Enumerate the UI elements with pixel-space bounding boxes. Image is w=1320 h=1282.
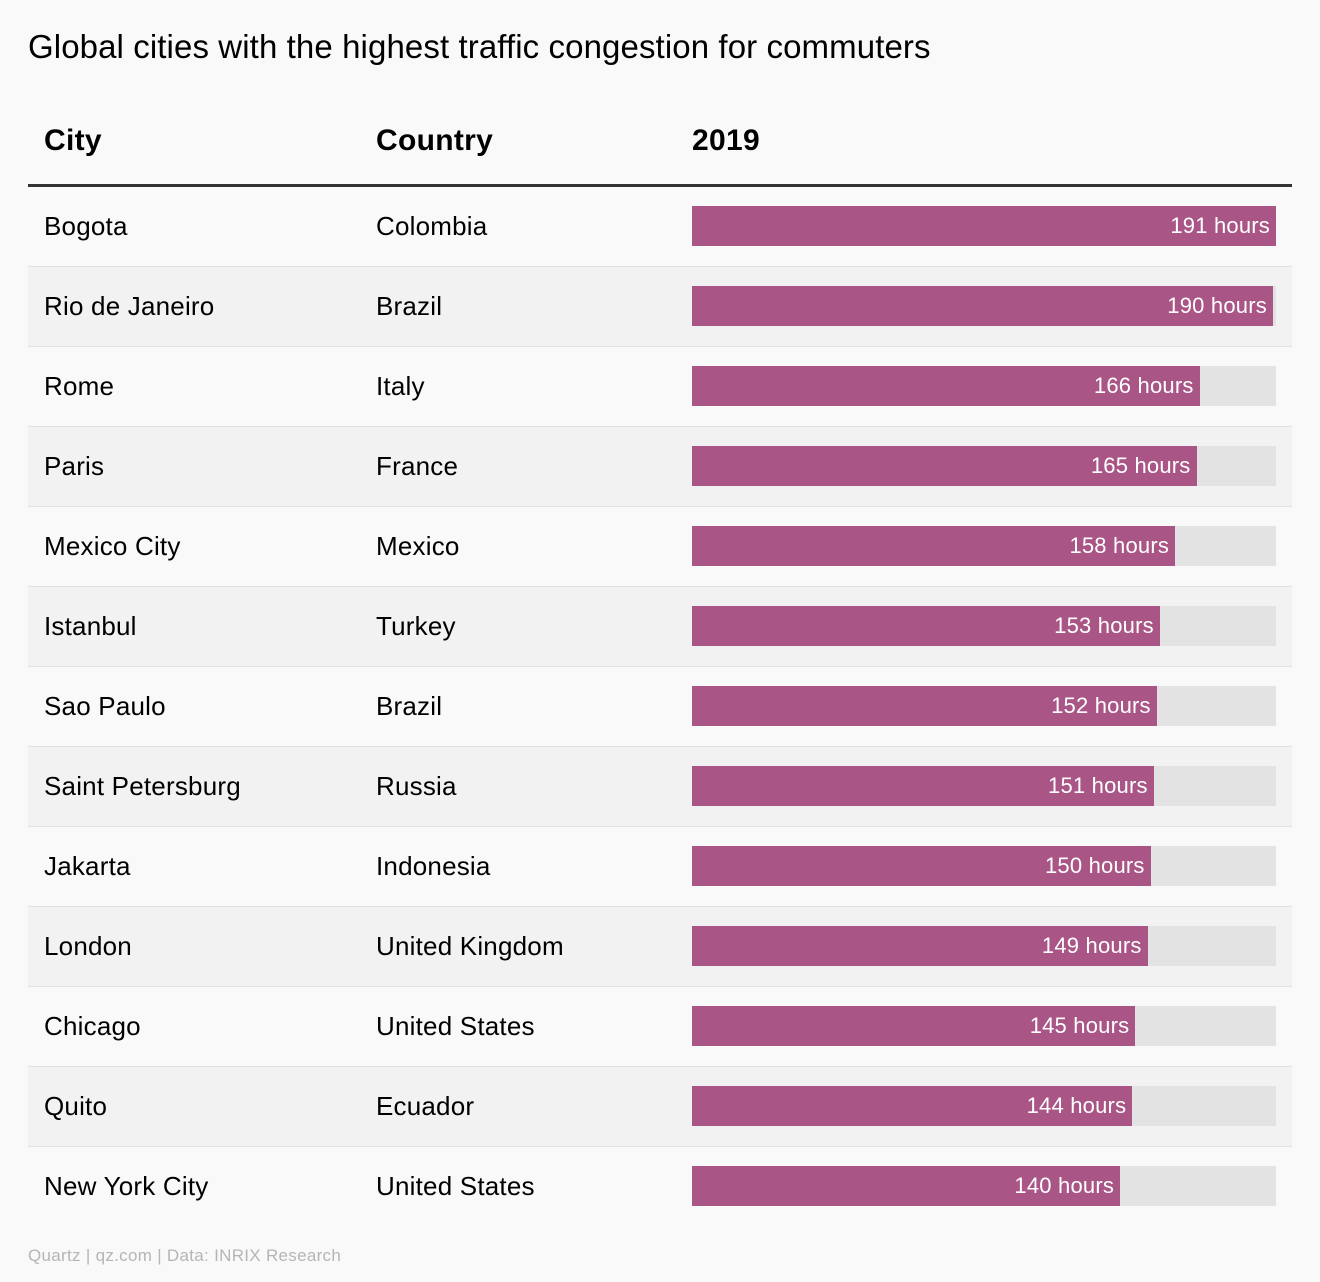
table-row: London United Kingdom 149 hours [28,907,1292,987]
country-cell: Colombia [376,211,488,241]
hours-bar: 140 hours [692,1166,1121,1206]
hours-bar: 149 hours [692,926,1148,966]
bar-value-label: 150 hours [1044,853,1145,878]
city-cell: Jakarta [44,851,131,881]
bar-track: 190 hours [692,286,1276,326]
bar-track: 158 hours [692,526,1276,566]
bar-track: 152 hours [692,686,1276,726]
country-cell: Italy [376,371,425,401]
hours-bar: 153 hours [692,606,1160,646]
city-cell: Rome [44,371,115,401]
country-cell: Mexico [376,531,460,561]
bar-track: 150 hours [692,846,1276,886]
table-row: Chicago United States 145 hours [28,987,1292,1067]
table-body: Bogota Colombia 191 hours Rio de Janeiro Bra… [28,187,1292,1226]
bar-value-label: 140 hours [1014,1173,1115,1198]
country-cell: Indonesia [376,851,491,881]
table-row: Mexico City Mexico 158 hours [28,507,1292,587]
table-row: Bogota Colombia 191 hours [28,187,1292,267]
table-row: Saint Petersburg Russia 151 hours [28,747,1292,827]
table-row: Rome Italy 166 hours [28,347,1292,427]
bar-value-label: 165 hours [1090,453,1191,478]
country-cell: United States [376,1011,535,1041]
city-cell: Bogota [44,211,128,241]
country-cell: Ecuador [376,1091,475,1121]
bar-value-label: 158 hours [1069,533,1170,558]
hours-bar: 144 hours [692,1086,1133,1126]
table-row: Jakarta Indonesia 150 hours [28,827,1292,907]
table-row: Rio de Janeiro Brazil 190 hours [28,267,1292,347]
country-cell: United Kingdom [376,931,564,961]
country-cell: Brazil [376,691,443,721]
bar-track: 140 hours [692,1166,1276,1206]
bar-value-label: 191 hours [1170,213,1270,238]
hours-bar: 158 hours [692,526,1176,566]
table-row: Sao Paulo Brazil 152 hours [28,667,1292,747]
hours-bar: 190 hours [692,286,1273,326]
city-cell: Quito [44,1091,108,1121]
country-cell: France [376,451,459,481]
city-cell: London [44,931,132,961]
country-cell: United States [376,1171,535,1201]
bar-value-label: 145 hours [1029,1013,1130,1038]
bar-track: 144 hours [692,1086,1276,1126]
congestion-table: City Country 2019 Bogota Colombia 191 hour… [28,104,1292,1226]
hours-bar: 166 hours [692,366,1200,406]
bar-value-label: 166 hours [1093,373,1194,398]
column-header-country: Country [376,124,494,157]
city-cell: Saint Petersburg [44,771,241,801]
city-cell: New York City [44,1171,209,1201]
city-cell: Mexico City [44,531,181,561]
bar-value-label: 151 hours [1048,773,1148,798]
table-row: Paris France 165 hours [28,427,1292,507]
bar-track: 149 hours [692,926,1276,966]
city-cell: Paris [44,451,105,481]
hours-bar: 165 hours [692,446,1197,486]
bar-value-label: 153 hours [1054,613,1154,638]
country-cell: Turkey [376,611,456,641]
country-cell: Russia [376,771,457,801]
bar-track: 166 hours [692,366,1276,406]
bar-track: 151 hours [692,766,1276,806]
table-row: Istanbul Turkey 153 hours [28,587,1292,667]
hours-bar: 150 hours [692,846,1151,886]
bar-value-label: 144 hours [1026,1093,1127,1118]
bar-track: 145 hours [692,1006,1276,1046]
source-note: Quartz | qz.com | Data: INRIX Research [28,1246,342,1265]
city-cell: Istanbul [44,611,137,641]
bar-track: 191 hours [692,206,1276,246]
city-cell: Chicago [44,1011,141,1041]
bar-track: 153 hours [692,606,1276,646]
country-cell: Brazil [376,291,443,321]
bar-value-label: 152 hours [1051,693,1151,718]
city-cell: Rio de Janeiro [44,291,215,321]
chart-title: Global cities with the highest traffic c… [28,28,931,65]
table-header: City Country 2019 [28,104,1292,187]
bar-value-label: 149 hours [1041,933,1142,958]
hours-bar: 151 hours [692,766,1154,806]
column-header-city: City [44,124,102,157]
column-header-year: 2019 [692,124,760,157]
table-row: Quito Ecuador 144 hours [28,1067,1292,1147]
table-row: New York City United States 140 hours [28,1147,1292,1226]
bar-value-label: 190 hours [1167,293,1267,318]
bar-track: 165 hours [692,446,1276,486]
hours-bar: 191 hours [692,206,1276,246]
hours-bar: 145 hours [692,1006,1136,1046]
city-cell: Sao Paulo [44,691,166,721]
hours-bar: 152 hours [692,686,1157,726]
